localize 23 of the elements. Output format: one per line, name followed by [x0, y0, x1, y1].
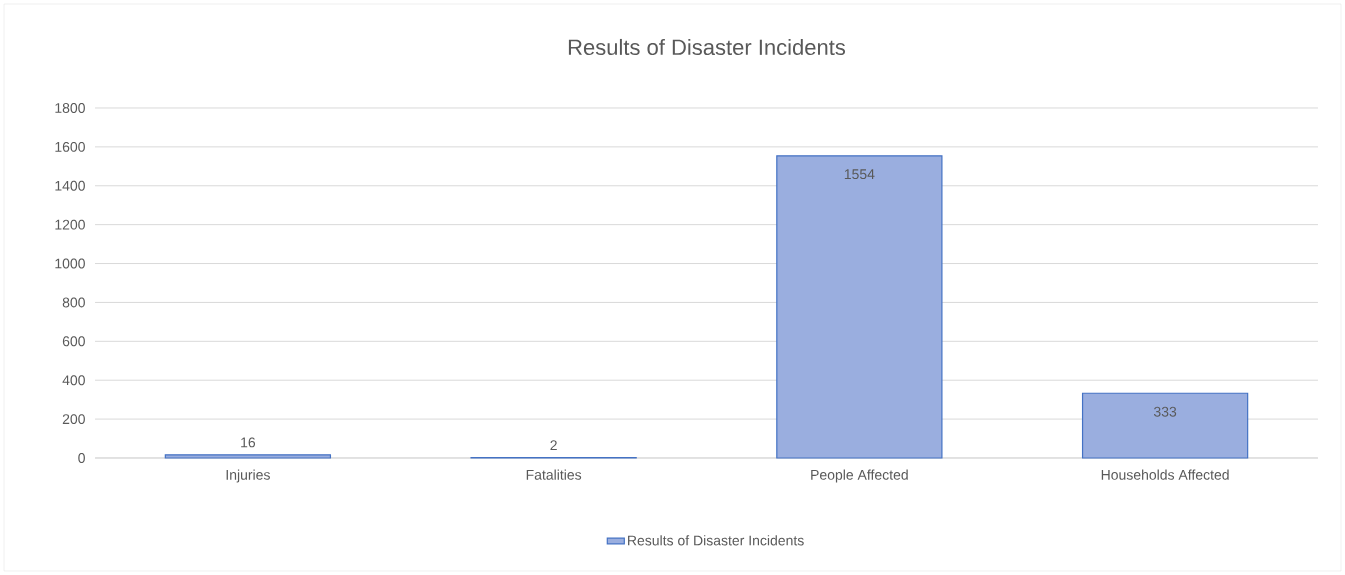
x-tick-label: People Affected [811, 469, 908, 483]
chart-title: Results of Disaster Incidents [568, 38, 846, 56]
bar [1081, 392, 1249, 459]
bar [164, 454, 332, 459]
y-tick-label: 200 [62, 414, 85, 425]
data-label: 16 [241, 437, 256, 448]
legend-label: Results of Disaster Incidents [628, 535, 804, 546]
y-tick-label: 800 [62, 297, 85, 308]
data-label: 2 [550, 440, 557, 451]
y-tick-label: 600 [62, 336, 85, 347]
y-tick-label: 1800 [55, 103, 85, 113]
y-tick-label: 1000 [55, 258, 85, 269]
y-tick-label: 1600 [55, 141, 85, 152]
y-tick-label: 400 [62, 375, 85, 386]
x-tick-label: Injuries [226, 469, 270, 483]
data-label: 333 [1153, 406, 1177, 417]
data-label: 1554 [844, 169, 875, 180]
x-tick-label: Households Affected [1101, 469, 1229, 480]
y-tick-label: 1200 [55, 219, 85, 230]
bar [776, 155, 943, 459]
x-tick-label: Fatalities [526, 469, 582, 480]
y-tick-label: 1400 [55, 180, 85, 191]
y-tick-label: 0 [78, 453, 85, 463]
